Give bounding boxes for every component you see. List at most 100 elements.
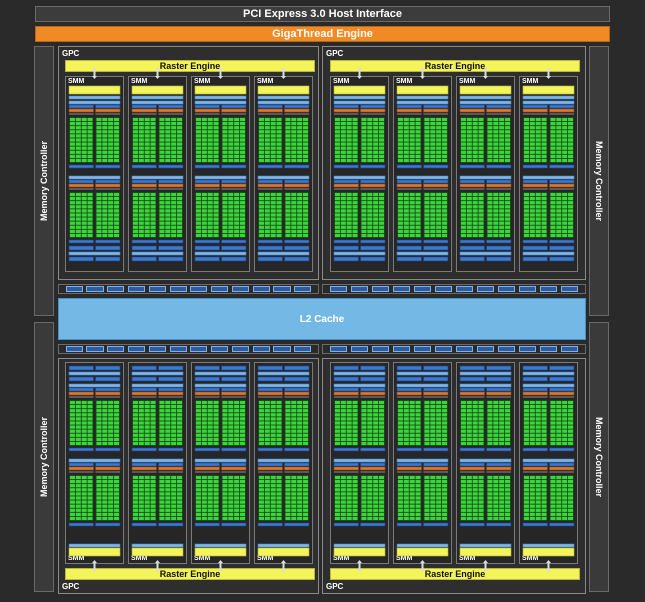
cuda-core [499, 504, 505, 508]
cuda-core [69, 225, 75, 229]
cuda-core [340, 475, 346, 480]
cuda-core [493, 437, 499, 442]
l1-cache [522, 365, 548, 371]
cuda-core [424, 196, 430, 201]
cuda-core [379, 117, 385, 122]
cuda-core [234, 126, 240, 130]
cuda-core [144, 205, 150, 209]
load-store-units [194, 164, 220, 169]
cuda-core [144, 516, 150, 521]
cuda-core [367, 429, 373, 433]
cuda-core [466, 154, 472, 159]
cuda-core [397, 134, 403, 138]
cuda-core [138, 508, 144, 512]
cuda-core [367, 138, 373, 142]
instruction-buffer [257, 100, 310, 105]
cuda-core [114, 130, 120, 134]
cuda-core [493, 441, 499, 446]
load-store-units [131, 239, 157, 244]
cuda-core [195, 441, 201, 446]
shared-memory [257, 371, 310, 376]
cuda-core [529, 229, 535, 234]
cuda-core [96, 158, 102, 163]
cuda-core [264, 192, 270, 197]
cuda-core [264, 496, 270, 500]
cuda-core [150, 504, 156, 508]
warp-scheduler [360, 387, 386, 392]
cuda-core [276, 409, 282, 413]
cuda-core [430, 504, 436, 508]
cuda-core [460, 192, 466, 197]
cuda-core [159, 425, 165, 429]
cuda-core [132, 409, 138, 413]
cuda-core [562, 146, 568, 150]
cuda-core [340, 196, 346, 201]
cuda-core [165, 146, 171, 150]
cuda-core [213, 409, 219, 413]
cuda-core [75, 433, 81, 437]
cuda-core [150, 134, 156, 138]
cuda-core [379, 496, 385, 500]
cuda-core [409, 409, 415, 413]
cuda-core [81, 233, 87, 238]
cuda-core [409, 479, 415, 484]
cuda-core [276, 117, 282, 122]
cuda-core [472, 417, 478, 421]
cuda-core [541, 205, 547, 209]
dispatch-unit [333, 183, 359, 188]
cuda-core [436, 512, 442, 517]
cuda-core [373, 400, 379, 405]
cuda-core [207, 479, 213, 484]
load-store-units [549, 164, 575, 169]
cuda-core [207, 512, 213, 517]
cuda-core [340, 479, 346, 484]
cuda-core [297, 479, 303, 484]
cuda-core [240, 417, 246, 421]
load-store-units [131, 522, 157, 527]
cuda-core [550, 221, 556, 225]
cuda-core [352, 417, 358, 421]
cuda-core [108, 134, 114, 138]
cuda-core [409, 142, 415, 146]
cuda-core [568, 409, 574, 413]
cuda-core [487, 425, 493, 429]
cuda-core [177, 196, 183, 201]
cuda-core [346, 413, 352, 417]
cuda-core [270, 512, 276, 517]
cuda-core [144, 158, 150, 163]
cuda-core [195, 484, 201, 488]
cuda-core [523, 488, 529, 492]
cuda-core [352, 429, 358, 433]
cuda-core [472, 117, 478, 122]
cuda-core [424, 142, 430, 146]
l1-cache [333, 256, 359, 262]
cuda-core [403, 154, 409, 159]
cuda-core [352, 126, 358, 130]
cuda-core [114, 146, 120, 150]
cuda-core [264, 205, 270, 209]
cuda-core [397, 229, 403, 234]
cuda-core [303, 400, 309, 405]
cuda-core [367, 233, 373, 238]
dispatch-unit [68, 183, 94, 188]
cuda-core [165, 413, 171, 417]
cuda-core [177, 192, 183, 197]
cuda-core [499, 229, 505, 234]
cuda-core [228, 121, 234, 126]
cuda-core [150, 429, 156, 433]
cuda-core [373, 404, 379, 409]
cuda-core [550, 429, 556, 433]
cuda-core [409, 217, 415, 221]
cuda-core [430, 437, 436, 442]
cuda-core [102, 205, 108, 209]
cuda-core [201, 209, 207, 213]
cuda-core [436, 205, 442, 209]
cuda-core [472, 205, 478, 209]
cuda-core [367, 196, 373, 201]
cuda-core [264, 488, 270, 492]
cuda-core [499, 421, 505, 425]
cuda-core [207, 492, 213, 496]
cuda-core [550, 488, 556, 492]
cuda-core [397, 479, 403, 484]
cuda-core [556, 130, 562, 134]
